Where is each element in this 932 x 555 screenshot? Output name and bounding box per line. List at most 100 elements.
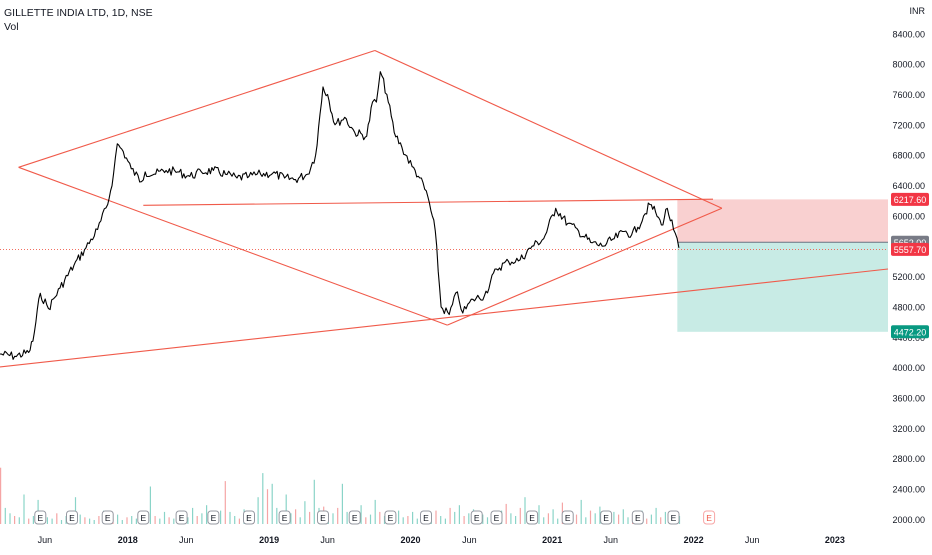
volume-bar xyxy=(121,520,123,524)
price-tick-label: 2400.00 xyxy=(892,485,925,495)
volume-bar xyxy=(135,518,137,524)
earnings-marker[interactable]: E xyxy=(101,510,114,525)
price-tick-label: 6000.00 xyxy=(892,211,925,221)
earnings-marker-box xyxy=(278,510,291,525)
volume-bar xyxy=(238,518,240,524)
earnings-marker[interactable]: E xyxy=(631,510,644,525)
earnings-marker[interactable]: E xyxy=(490,510,503,525)
earnings-marker[interactable]: E xyxy=(600,510,613,525)
earnings-marker-label: E xyxy=(388,513,394,523)
earnings-marker[interactable]: E xyxy=(317,510,329,525)
earnings-marker-label: E xyxy=(69,513,75,523)
earnings-marker[interactable]: E xyxy=(207,510,220,525)
volume-bar xyxy=(271,483,273,524)
volume-bar xyxy=(206,505,208,524)
earnings-marker[interactable]: E xyxy=(703,510,716,525)
volume-bar xyxy=(599,506,601,524)
chart-legend: GILLETTE INDIA LTD, 1D, NSE Vol xyxy=(4,6,153,34)
volume-bar xyxy=(220,510,222,524)
volume-bar xyxy=(285,494,287,524)
earnings-marker[interactable]: E xyxy=(470,510,483,525)
time-tick-label: Jun xyxy=(320,535,335,545)
volume-bar xyxy=(163,511,166,524)
earnings-marker-box xyxy=(526,510,539,525)
trendline xyxy=(18,49,376,168)
earnings-marker[interactable]: E xyxy=(34,510,47,525)
earnings-marker[interactable]: E xyxy=(278,510,291,525)
earnings-marker[interactable]: E xyxy=(348,510,361,525)
earnings-marker-label: E xyxy=(352,513,358,523)
volume-bar xyxy=(538,505,540,524)
earnings-marker-box xyxy=(317,510,329,525)
time-axis[interactable]: Jun 2018 Jun 2019 Jun 2020 Jun 2021 Jun 2022 Jun 20… xyxy=(38,535,845,545)
volume-bar xyxy=(266,489,269,524)
volume-bar xyxy=(416,518,418,524)
trendline xyxy=(18,166,448,326)
volume-bar xyxy=(660,517,662,524)
volume-label[interactable]: Vol xyxy=(4,21,19,33)
volume-bar xyxy=(594,513,596,524)
volume-bar xyxy=(149,486,151,524)
volume-bar xyxy=(505,503,507,524)
volume-bar xyxy=(4,507,6,524)
volume-bar xyxy=(337,507,339,524)
volume-bar xyxy=(117,514,119,524)
earnings-marker-label: E xyxy=(494,513,500,523)
volume-bar xyxy=(299,517,301,524)
volume-bar xyxy=(557,518,559,524)
volume-bar xyxy=(168,517,170,524)
volume-bar xyxy=(515,516,517,524)
earnings-marker[interactable]: E xyxy=(175,510,188,525)
earnings-marker[interactable]: E xyxy=(384,510,397,525)
earnings-marker-box xyxy=(420,510,432,525)
earnings-marker[interactable]: E xyxy=(561,510,574,525)
price-tag-target: 4472.20 xyxy=(891,325,929,339)
trendline xyxy=(0,268,889,368)
symbol-title[interactable]: GILLETTE INDIA LTD, 1D, NSE xyxy=(4,7,153,19)
earnings-marker-label: E xyxy=(246,513,252,523)
earnings-marker-box xyxy=(101,510,114,525)
volume-bar xyxy=(622,509,624,524)
trendline xyxy=(447,207,723,326)
earnings-marker[interactable]: E xyxy=(66,510,78,525)
price-axis[interactable]: 8400.00 8000.00 7600.00 7200.00 6800.00 6400.… xyxy=(892,6,925,525)
volume-bar xyxy=(664,511,666,524)
volume-bar xyxy=(60,520,63,524)
earnings-marker-box xyxy=(384,510,397,525)
volume-bar xyxy=(650,514,652,524)
volume-bar xyxy=(229,511,231,524)
long-position-tool[interactable] xyxy=(677,199,888,332)
price-tag-box xyxy=(891,242,929,256)
volume-bar xyxy=(458,505,460,524)
earnings-marker[interactable]: E xyxy=(137,510,150,525)
earnings-marker[interactable]: E xyxy=(420,510,432,525)
volume-bar xyxy=(46,517,48,524)
volume-bar xyxy=(234,516,236,524)
volume-bar xyxy=(585,517,587,524)
earnings-marker[interactable]: E xyxy=(243,510,255,525)
earnings-marker-label: E xyxy=(635,513,641,523)
volume-bar xyxy=(98,516,100,524)
volume-bar xyxy=(402,517,404,524)
earnings-marker-label: E xyxy=(565,513,571,523)
earnings-marker[interactable]: E xyxy=(526,510,539,525)
volume-bar xyxy=(374,499,376,524)
earnings-marker[interactable]: E xyxy=(667,510,680,525)
volume-bar xyxy=(262,473,264,524)
price-tag-last: 5557.70 xyxy=(891,242,929,256)
volume-bar xyxy=(346,511,348,524)
volume-bar xyxy=(468,513,470,524)
trendline xyxy=(374,49,723,209)
volume-bar xyxy=(276,507,278,524)
price-tick-label: 6800.00 xyxy=(892,151,925,161)
volume-bar xyxy=(28,518,30,524)
volume-bar xyxy=(159,518,161,524)
price-tick-label: 2800.00 xyxy=(892,454,925,464)
price-tick-label: 8400.00 xyxy=(892,29,925,39)
price-tag-label: 6217.60 xyxy=(894,195,927,205)
trendlines[interactable] xyxy=(0,49,889,368)
